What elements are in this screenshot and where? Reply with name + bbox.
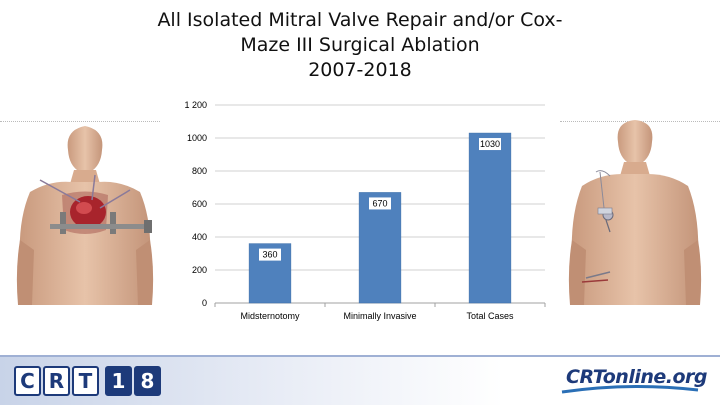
y-tick-label: 0	[202, 298, 207, 308]
y-tick-label: 200	[192, 265, 207, 275]
crt-logo-digit-8: 8	[134, 366, 161, 396]
x-tick-label: Total Cases	[466, 311, 514, 321]
data-label: 360	[262, 250, 277, 260]
y-tick-label: 1000	[187, 133, 207, 143]
crtonline-logo: CRTonline.org	[560, 364, 710, 394]
crt-logo-letter-t: T	[72, 366, 99, 396]
crtonline-wordmark: CRTonline.org	[566, 366, 708, 388]
crt-logo-letter-c: C	[14, 366, 41, 396]
y-tick-label: 400	[192, 232, 207, 242]
footer-divider	[0, 355, 720, 357]
x-tick-label: Minimally Invasive	[343, 311, 416, 321]
title-line-3: 2007-2018	[308, 59, 412, 81]
bar	[468, 132, 512, 304]
x-tick-label: Midsternotomy	[240, 311, 300, 321]
chart-title: All Isolated Mitral Valve Repair and/or …	[0, 8, 720, 83]
bar-chart: 0 200 400 600 800 1000 1 200 Midsternotomy 360 Mi…	[170, 95, 560, 335]
y-tick-label: 600	[192, 199, 207, 209]
crtonline-part-org: .org	[665, 366, 708, 388]
crt18-logo: C R T 1 8	[14, 366, 163, 396]
data-label-background	[259, 248, 281, 261]
title-line-1: All Isolated Mitral Valve Repair and/or …	[157, 9, 563, 31]
data-label-background	[369, 197, 391, 210]
left-divider-line	[0, 121, 160, 122]
crt-logo-digit-1: 1	[105, 366, 132, 396]
crtonline-swoosh-icon	[561, 384, 699, 394]
crt-logo-letter-r: R	[43, 366, 70, 396]
bar	[358, 192, 402, 304]
minimally-invasive-torso-illustration	[560, 120, 710, 305]
data-label: 1030	[480, 139, 500, 149]
crtonline-part-online: online	[602, 366, 667, 388]
midsternotomy-torso-illustration	[10, 120, 160, 305]
chart-svg: 0 200 400 600 800 1000 1 200 Midsternotomy 360 Mi…	[184, 100, 546, 321]
y-tick-label: 800	[192, 166, 207, 176]
data-label-background	[479, 138, 501, 151]
y-tick-label: 1 200	[184, 100, 207, 110]
title-line-2: Maze III Surgical Ablation	[240, 34, 480, 56]
crtonline-part-crt: CRT	[566, 366, 603, 388]
data-label: 670	[372, 198, 387, 208]
